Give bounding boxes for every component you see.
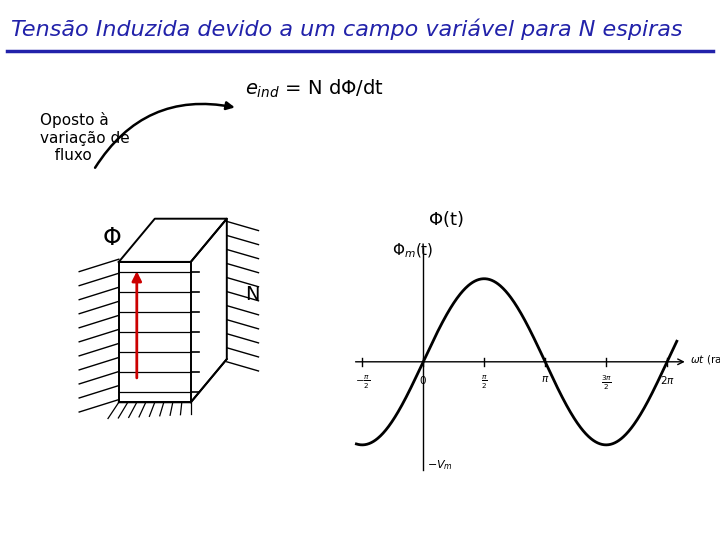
Text: $-V_m$: $-V_m$ — [427, 458, 453, 472]
Text: Oposto à
variação de
   fluxo: Oposto à variação de fluxo — [40, 112, 130, 163]
Text: $\frac{3\pi}{2}$: $\frac{3\pi}{2}$ — [600, 374, 612, 392]
Text: $\frac{\pi}{2}$: $\frac{\pi}{2}$ — [481, 374, 487, 391]
Text: $\Phi$: $\Phi$ — [102, 226, 121, 249]
Text: N: N — [245, 285, 259, 304]
Text: $-\frac{\pi}{2}$: $-\frac{\pi}{2}$ — [354, 374, 370, 391]
Text: $0$: $0$ — [419, 374, 427, 386]
Text: $\Phi_m$(t): $\Phi_m$(t) — [392, 242, 434, 260]
Text: $\pi$: $\pi$ — [541, 374, 549, 384]
Text: $2\pi$: $2\pi$ — [660, 374, 675, 386]
Text: Tensão Induzida devido a um campo variável para N espiras: Tensão Induzida devido a um campo variáv… — [11, 19, 683, 40]
Text: $e_{ind}$ = N d$\Phi$/dt: $e_{ind}$ = N d$\Phi$/dt — [245, 78, 384, 100]
Text: $\omega t$ (rad): $\omega t$ (rad) — [690, 353, 720, 366]
Text: $\Phi$(t): $\Phi$(t) — [428, 208, 464, 229]
